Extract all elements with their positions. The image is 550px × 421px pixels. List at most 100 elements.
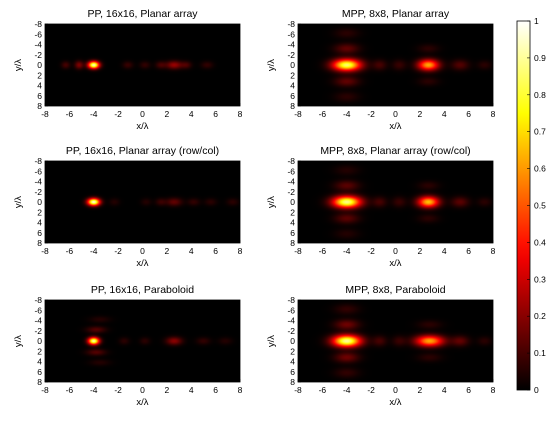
heatmap-panel: PP, 16x16, Planar array-8 -6 -4 -2 0 2 4 6 8-8-6… <box>13 8 243 132</box>
x-tick-label: 8 <box>238 246 243 256</box>
x-tick-label: 0 <box>140 109 145 119</box>
x-tick-label: -2 <box>114 109 122 119</box>
x-tick-label: 2 <box>418 246 423 256</box>
panel-title: MPP, 8x8, Planar array <box>342 8 450 20</box>
y-tick-label: 4 <box>37 357 42 367</box>
x-tick-label: 6 <box>213 109 218 119</box>
x-tick-label: -8 <box>294 385 302 395</box>
y-tick-label: 2 <box>290 70 295 80</box>
x-tick-label: -4 <box>90 246 98 256</box>
y-tick-label: -4 <box>287 40 295 50</box>
heatmap-panel: MPP, 8x8, Paraboloid-8 -6 -4 -2 0 2 4 6 8-8-6-4-… <box>266 284 496 408</box>
panel-title: PP, 16x16, Paraboloid <box>91 284 194 296</box>
x-tick-label: 2 <box>418 109 423 119</box>
y-tick-label: 4 <box>37 218 42 228</box>
y-tick-label: 6 <box>290 228 295 238</box>
x-tick-label: -2 <box>114 246 122 256</box>
x-tick-label: -6 <box>319 246 327 256</box>
y-axis-label: y/λ <box>13 196 24 208</box>
x-tick-label: 0 <box>140 246 145 256</box>
heatmap-panel: PP, 16x16, Paraboloid-8 -6 -4 -2 0 2 4 6 8-8-6-4… <box>13 284 243 408</box>
y-tick-label: -2 <box>287 50 295 60</box>
x-tick-label: 8 <box>238 109 243 119</box>
x-tick-label: -2 <box>367 246 375 256</box>
x-tick-label: 2 <box>165 246 170 256</box>
x-axis-label: x/λ <box>136 258 148 269</box>
colorbar-tick-label: 0.3 <box>534 274 546 284</box>
colorbar-tick-label: 0.4 <box>534 237 546 247</box>
y-tick-label: -8 <box>34 156 42 166</box>
x-tick-label: -4 <box>90 385 98 395</box>
y-tick-label: 0 <box>37 60 42 70</box>
x-tick-label: -2 <box>367 385 375 395</box>
x-tick-label: -6 <box>66 109 74 119</box>
colorbar-tick-label: 0 <box>534 385 539 395</box>
y-tick-label: 0 <box>290 197 295 207</box>
y-axis-label: y/λ <box>266 196 277 208</box>
heatmap-image <box>298 300 493 382</box>
y-tick-label: 0 <box>290 60 295 70</box>
colorbar: 0 0.1 0.2 0.3 0.4 0.5 0.6 0.7 0.8 0.9 1 <box>516 16 546 395</box>
y-axis-label: y/λ <box>13 335 24 347</box>
x-tick-label: 6 <box>466 385 471 395</box>
y-tick-label: -2 <box>287 187 295 197</box>
y-tick-label: 2 <box>290 346 295 356</box>
y-tick-label: -4 <box>34 177 42 187</box>
x-tick-label: 2 <box>418 385 423 395</box>
x-tick-label: 4 <box>442 246 447 256</box>
y-tick-label: -8 <box>287 19 295 29</box>
y-tick-label: -4 <box>34 316 42 326</box>
y-tick-label: 6 <box>37 228 42 238</box>
x-tick-label: -4 <box>343 246 351 256</box>
y-tick-label: -4 <box>287 177 295 187</box>
panel-title: MPP, 8x8, Planar array (row/col) <box>320 145 470 157</box>
colorbar-tick-label: 0.9 <box>534 53 546 63</box>
colorbar-tick-label: 0.8 <box>534 90 546 100</box>
heatmap-image <box>45 24 240 106</box>
y-tick-label: 0 <box>37 197 42 207</box>
y-tick-label: -6 <box>34 305 42 315</box>
y-tick-label: 6 <box>290 367 295 377</box>
colorbar-tick-label: 0.2 <box>534 311 546 321</box>
y-tick-label: -6 <box>34 29 42 39</box>
x-tick-label: 4 <box>189 246 194 256</box>
colorbar-tick-label: 0.7 <box>534 127 546 137</box>
heatmap-panel: PP, 16x16, Planar array (row/col)-8 -6 -4-… <box>13 145 243 269</box>
y-axis-label: y/λ <box>266 335 277 347</box>
y-tick-label: 6 <box>37 91 42 101</box>
x-tick-label: 0 <box>140 385 145 395</box>
heatmap-panel: MPP, 8x8, Planar array (row/col)-8 -6 -4 -2… <box>266 145 496 269</box>
y-axis-label: y/λ <box>266 59 277 71</box>
x-axis-label: x/λ <box>136 121 148 132</box>
y-tick-label: 8 <box>37 377 42 387</box>
x-tick-label: 4 <box>189 385 194 395</box>
panel-title: PP, 16x16, Planar array (row/col) <box>66 145 219 157</box>
x-axis-label: x/λ <box>389 397 401 408</box>
x-tick-label: 4 <box>442 109 447 119</box>
x-tick-label: 6 <box>213 385 218 395</box>
heatmap-image <box>298 161 493 243</box>
y-tick-label: 6 <box>37 367 42 377</box>
x-axis-label: x/λ <box>136 397 148 408</box>
y-tick-label: -2 <box>34 326 42 336</box>
y-tick-label: -4 <box>287 316 295 326</box>
y-tick-label: -2 <box>287 326 295 336</box>
x-tick-label: 6 <box>213 246 218 256</box>
panel-title: PP, 16x16, Planar array <box>87 8 198 20</box>
x-tick-label: 2 <box>165 385 170 395</box>
heatmap-image <box>45 161 240 243</box>
y-tick-label: -8 <box>34 19 42 29</box>
panel-title: MPP, 8x8, Paraboloid <box>345 284 445 296</box>
y-tick-label: 2 <box>37 207 42 217</box>
x-tick-label: 6 <box>466 246 471 256</box>
x-tick-label: -2 <box>367 109 375 119</box>
x-tick-label: 0 <box>393 246 398 256</box>
x-tick-label: -8 <box>294 246 302 256</box>
heatmap-image <box>45 300 240 382</box>
y-tick-label: -8 <box>287 156 295 166</box>
x-tick-label: 8 <box>491 109 496 119</box>
x-tick-label: -8 <box>294 109 302 119</box>
x-tick-label: -6 <box>319 109 327 119</box>
heatmap-panels: PP, 16x16, Planar array-8 -6 -4 -2 0 2 4 6 8-8-6… <box>13 8 496 408</box>
